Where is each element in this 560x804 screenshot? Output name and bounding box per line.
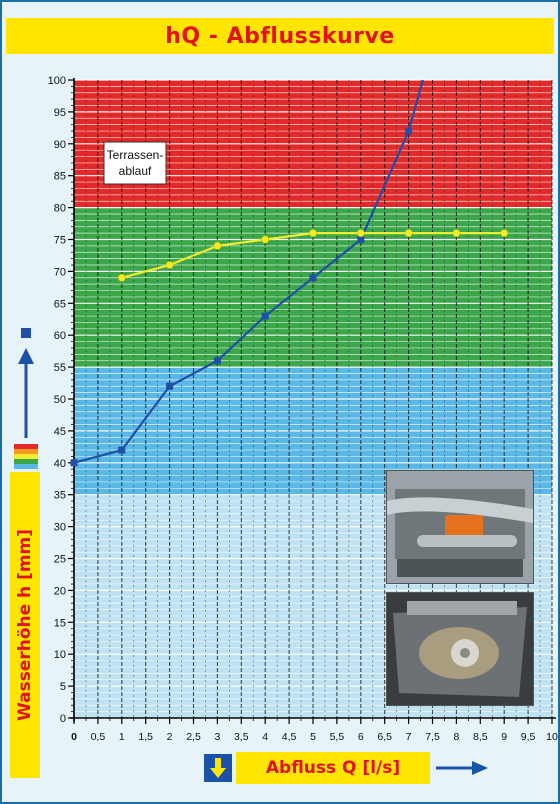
x-tick-label: 3	[214, 731, 220, 743]
x-tick-label: 1,5	[138, 731, 153, 743]
y-tick-label: 100	[48, 75, 66, 87]
y-tick-label: 50	[54, 394, 66, 406]
x-tick-label: 0	[71, 731, 77, 743]
series-point-circle	[404, 229, 413, 238]
x-tick-label: 1	[119, 731, 125, 743]
x-tick-label: 7	[406, 731, 412, 743]
x-tick-label: 5,5	[330, 731, 345, 743]
up-arrow-icon	[18, 348, 34, 364]
y-tick-label: 80	[54, 203, 66, 215]
product-photo-bottom	[386, 592, 534, 706]
zone-stripe-2	[14, 454, 38, 459]
series-point-circle	[452, 229, 461, 238]
zone-stripe-3	[14, 459, 38, 464]
y-tick-label: 40	[54, 458, 66, 470]
series-point-square	[357, 236, 365, 243]
y-tick-label: 20	[54, 585, 66, 597]
legend-square-icon	[21, 328, 31, 338]
x-tick-label: 5	[310, 731, 316, 743]
y-tick-label: 75	[54, 235, 66, 247]
y-tick-label: 60	[54, 330, 66, 342]
y-tick-label: 0	[60, 713, 66, 725]
x-axis-label-container: Abfluss Q [l/s]	[236, 752, 430, 784]
zone-stripe-4	[14, 464, 38, 469]
y-axis-label-container: Wasserhöhe h [mm]	[10, 472, 40, 778]
zone-stripe-1	[14, 449, 38, 454]
series-point-circle	[165, 261, 174, 269]
y-tick-label: 25	[54, 554, 66, 566]
x-tick-label: 2	[167, 731, 173, 743]
y-tick-label: 45	[54, 426, 66, 438]
y-tick-label: 35	[54, 490, 66, 502]
y-tick-label: 5	[60, 681, 66, 693]
x-tick-label: 7,5	[425, 731, 440, 743]
x-tick-label: 4	[262, 731, 268, 743]
y-tick-label: 70	[54, 266, 66, 278]
zone-label-line2: ablauf	[119, 164, 152, 178]
x-tick-label: 2,5	[186, 731, 201, 743]
x-tick-label: 4,5	[282, 731, 297, 743]
series-point-circle	[356, 229, 365, 238]
y-tick-label: 55	[54, 362, 66, 374]
x-tick-label: 0,5	[91, 731, 106, 743]
chart-title: hQ - Abflusskurve	[165, 23, 395, 49]
x-tick-label: 8	[453, 731, 459, 743]
series-point-square	[118, 446, 126, 454]
title-bar: hQ - Abflusskurve	[6, 18, 554, 54]
y-axis-label: Wasserhöhe h [mm]	[15, 528, 35, 722]
x-tick-label: 9,5	[521, 731, 536, 743]
series-point-square	[213, 357, 221, 365]
y-tick-label: 65	[54, 298, 66, 310]
x-tick-label: 3,5	[234, 731, 249, 743]
y-tick-label: 30	[54, 522, 66, 534]
zone-label-box	[103, 141, 167, 185]
y-tick-label: 90	[54, 139, 66, 151]
zone-stripe-0	[14, 444, 38, 449]
y-tick-label: 95	[54, 107, 66, 119]
series-point-circle	[117, 273, 126, 282]
product-photo-top	[386, 470, 534, 584]
y-axis-label-background	[10, 472, 40, 778]
x-tick-label: 6	[358, 731, 364, 743]
zone-label-line1: Terrassen-	[107, 148, 164, 162]
series-point-circle	[261, 235, 270, 244]
y-tick-label: 10	[54, 649, 66, 661]
series-point-circle	[500, 229, 509, 238]
x-tick-label: 9	[501, 731, 507, 743]
series-point-square	[70, 459, 78, 467]
x-tick-label: 8,5	[473, 731, 488, 743]
series-point-square	[166, 382, 174, 390]
series-point-square	[405, 127, 413, 135]
x-tick-label: 10	[546, 731, 558, 743]
series-point-square	[309, 274, 317, 282]
down-arrow-icon	[204, 754, 232, 782]
series-point-square	[261, 312, 269, 320]
right-arrow-icon	[472, 761, 488, 775]
y-tick-label: 85	[54, 171, 66, 183]
series-point-circle	[309, 229, 317, 238]
x-tick-label: 6,5	[377, 731, 392, 743]
x-axis-label: Abfluss Q [l/s]	[265, 758, 401, 778]
series-point-circle	[213, 241, 222, 250]
y-tick-label: 15	[54, 617, 66, 629]
